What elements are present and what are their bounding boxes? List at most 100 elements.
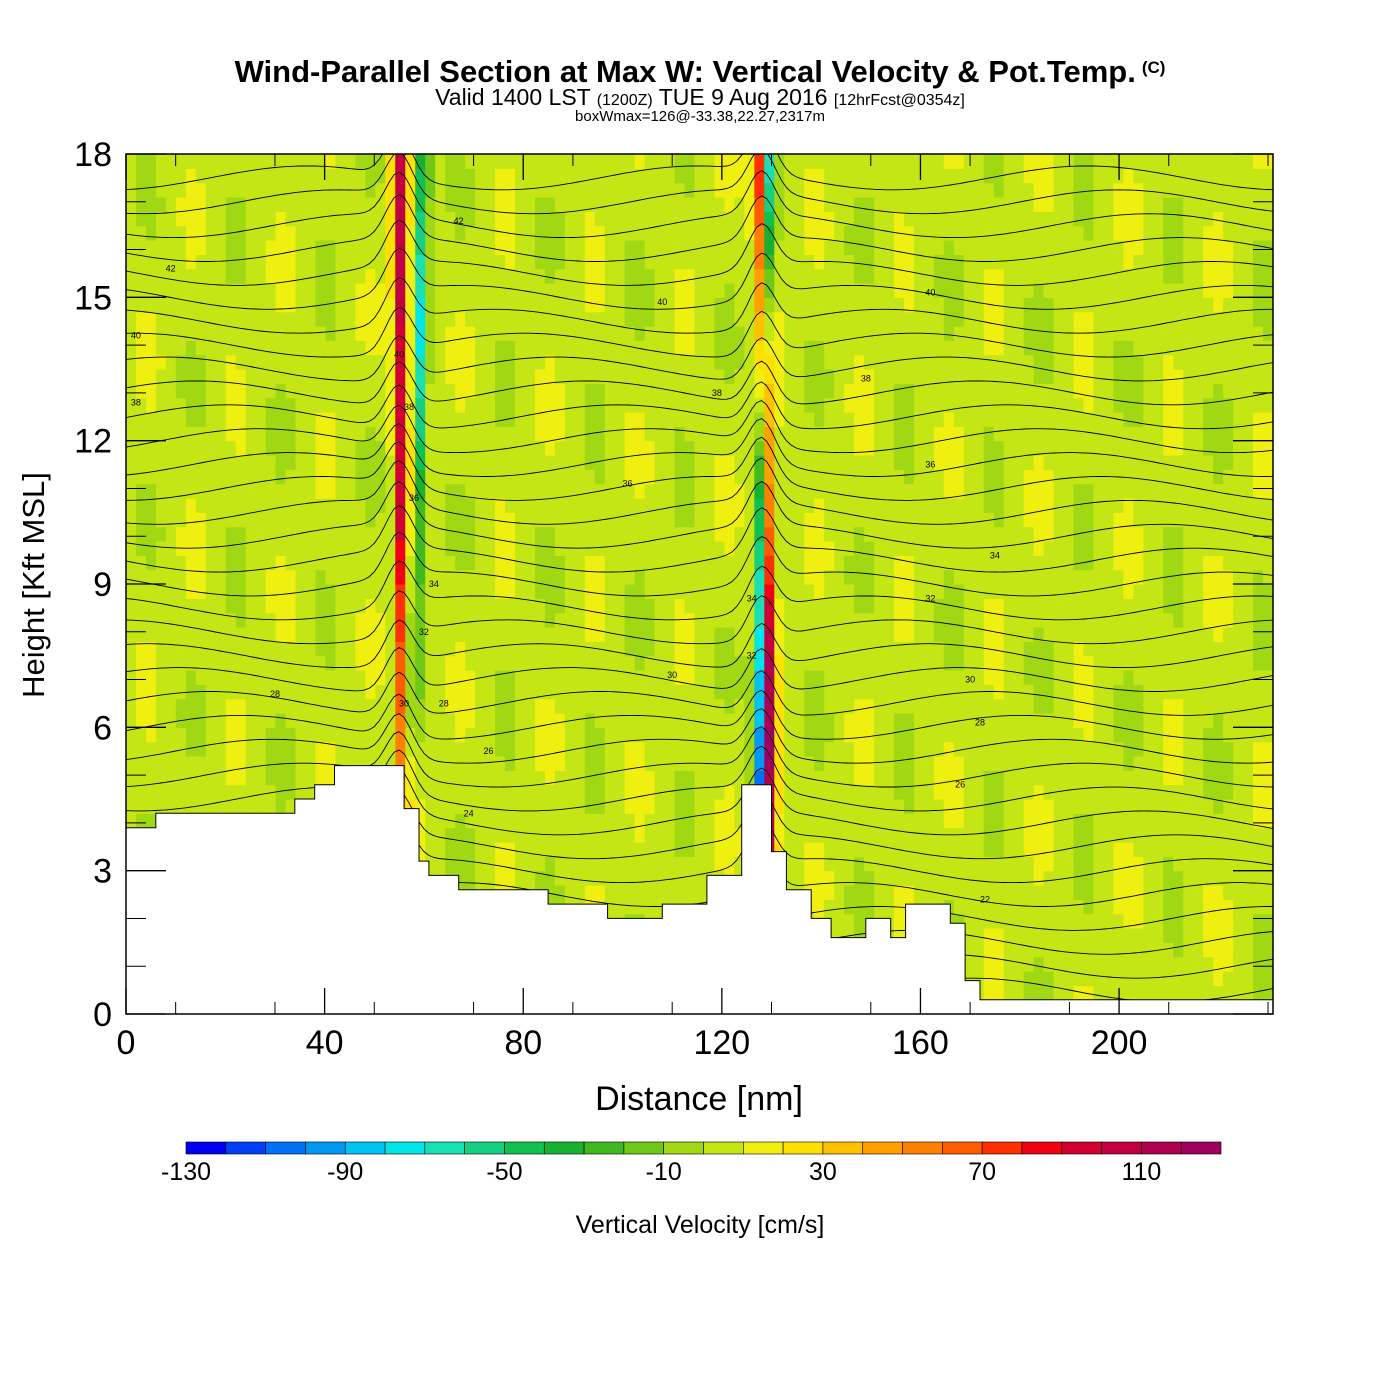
- heat-cell: [594, 584, 606, 599]
- heat-cell: [245, 684, 257, 700]
- heat-cell: [435, 741, 446, 757]
- heat-cell: [574, 197, 586, 212]
- heat-cell: [744, 254, 755, 270]
- heat-cell: [804, 670, 815, 685]
- heat-cell: [634, 512, 646, 528]
- heat-cell: [475, 225, 486, 241]
- heat-cell: [255, 469, 267, 485]
- heat-cell: [435, 799, 446, 814]
- heat-cell: [305, 440, 317, 456]
- heat-cell: [893, 627, 905, 642]
- heat-cell: [485, 182, 496, 198]
- heat-cell: [255, 526, 267, 542]
- heat-cell: [664, 168, 676, 184]
- heat-cell: [814, 383, 825, 399]
- heat-cell: [145, 512, 157, 528]
- heat-cell: [574, 655, 586, 671]
- heat-cell: [913, 412, 925, 427]
- heat-cell: [734, 369, 745, 384]
- heat-cell: [834, 283, 845, 298]
- heat-cell: [195, 741, 207, 757]
- heat-cell: [903, 526, 915, 542]
- heat-cell: [205, 555, 217, 571]
- heat-cell: [903, 311, 915, 327]
- heat-cell: [514, 154, 526, 169]
- heat-cell: [774, 584, 785, 599]
- heat-cell: [764, 211, 775, 227]
- heat-cell: [514, 354, 526, 370]
- heat-cell: [375, 326, 386, 341]
- heat-cell: [844, 899, 855, 915]
- heat-cell: [574, 698, 586, 714]
- heat-cell: [923, 383, 935, 399]
- heat-cell: [205, 612, 217, 628]
- heat-cell: [933, 555, 945, 571]
- heat-cell: [724, 770, 736, 786]
- heat-cell: [285, 741, 297, 757]
- heat-cell: [933, 469, 945, 485]
- heat-cell: [884, 512, 895, 528]
- heat-cell: [155, 311, 167, 327]
- heat-cell: [714, 311, 726, 327]
- heat-cell: [933, 770, 945, 786]
- heat-cell: [943, 770, 955, 786]
- valid-prefix: Valid 1400 LST: [435, 84, 591, 110]
- heat-cell: [574, 225, 586, 241]
- heat-cell: [365, 412, 376, 427]
- heat-cell: [584, 354, 596, 370]
- heat-cell: [235, 268, 247, 284]
- heat-cell: [385, 182, 396, 198]
- heat-cell: [754, 512, 765, 528]
- heat-cell: [335, 627, 347, 642]
- heat-cell: [385, 541, 396, 556]
- heat-cell: [584, 154, 596, 169]
- heat-cell: [614, 770, 626, 786]
- heat-cell: [295, 168, 307, 184]
- heat-cell: [874, 885, 885, 900]
- heat-cell: [564, 856, 576, 872]
- heat-cell: [943, 541, 955, 556]
- heat-cell: [305, 297, 317, 313]
- heat-cell: [564, 555, 576, 571]
- heat-cell: [674, 741, 686, 757]
- heat-cell: [933, 211, 945, 227]
- heat-cell: [834, 827, 845, 843]
- heat-cell: [135, 197, 147, 212]
- heat-cell: [285, 397, 297, 413]
- heat-cell: [355, 612, 366, 628]
- heat-cell: [804, 197, 815, 212]
- heat-cell: [235, 426, 247, 442]
- heat-cell: [505, 168, 516, 184]
- heat-cell: [933, 369, 945, 384]
- heat-cell: [425, 469, 436, 485]
- heat-cell: [554, 526, 566, 542]
- heat-cell: [604, 555, 616, 571]
- heat-cell: [654, 856, 666, 872]
- heat-cell: [634, 498, 646, 513]
- heat-cell: [315, 584, 327, 599]
- heat-cell: [544, 426, 556, 442]
- heat-cell: [465, 870, 476, 886]
- heat-cell: [864, 512, 875, 528]
- heat-cell: [874, 254, 885, 270]
- heat-cell: [624, 311, 636, 327]
- heat-cell: [804, 827, 815, 843]
- heat-cell: [943, 197, 955, 212]
- heat-cell: [884, 211, 895, 227]
- heat-cell: [335, 354, 347, 370]
- heat-cell: [784, 799, 795, 814]
- heat-cell: [634, 412, 646, 427]
- heat-cell: [285, 641, 297, 657]
- heat-cell: [564, 483, 576, 499]
- heat-cell: [225, 254, 237, 270]
- heat-cell: [335, 397, 347, 413]
- heat-cell: [824, 741, 835, 757]
- heat-cell: [704, 455, 716, 470]
- heat-cell: [584, 598, 596, 614]
- heat-cell: [943, 369, 955, 384]
- heat-cell: [794, 684, 805, 700]
- heat-cell: [714, 598, 726, 614]
- heat-cell: [554, 813, 566, 829]
- heat-cell: [554, 756, 566, 771]
- heat-cell: [764, 455, 775, 470]
